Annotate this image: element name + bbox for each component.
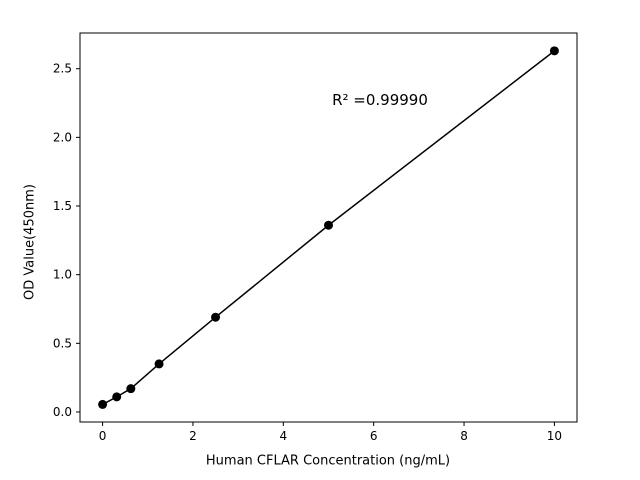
data-point — [324, 220, 333, 230]
data-point — [211, 312, 221, 322]
y-tick-label: 2.5 — [53, 62, 72, 76]
x-tick-label: 6 — [370, 429, 378, 443]
data-point — [549, 46, 559, 56]
data-point — [98, 399, 108, 409]
y-tick-label: 2.0 — [53, 130, 72, 144]
data-point — [154, 359, 164, 369]
x-tick-label: 2 — [189, 429, 197, 443]
y-tick-label: 1.5 — [53, 199, 72, 213]
r-squared-annotation: R² =0.99990 — [332, 91, 428, 109]
y-axis-label: OD Value(450nm) — [22, 184, 38, 300]
x-axis-label: Human CFLAR Concentration (ng/mL) — [205, 453, 451, 469]
data-point — [126, 384, 136, 394]
plot-border — [79, 32, 578, 423]
x-tick-label: 10 — [547, 429, 562, 443]
y-tick-label: 1.0 — [53, 268, 72, 282]
x-tick-label: 4 — [279, 429, 287, 443]
data-point — [112, 392, 122, 402]
y-tick-label: 0.0 — [53, 405, 72, 419]
y-tick-label: 0.5 — [53, 336, 72, 350]
x-tick-label: 0 — [99, 429, 107, 443]
x-tick-label: 8 — [460, 429, 468, 443]
